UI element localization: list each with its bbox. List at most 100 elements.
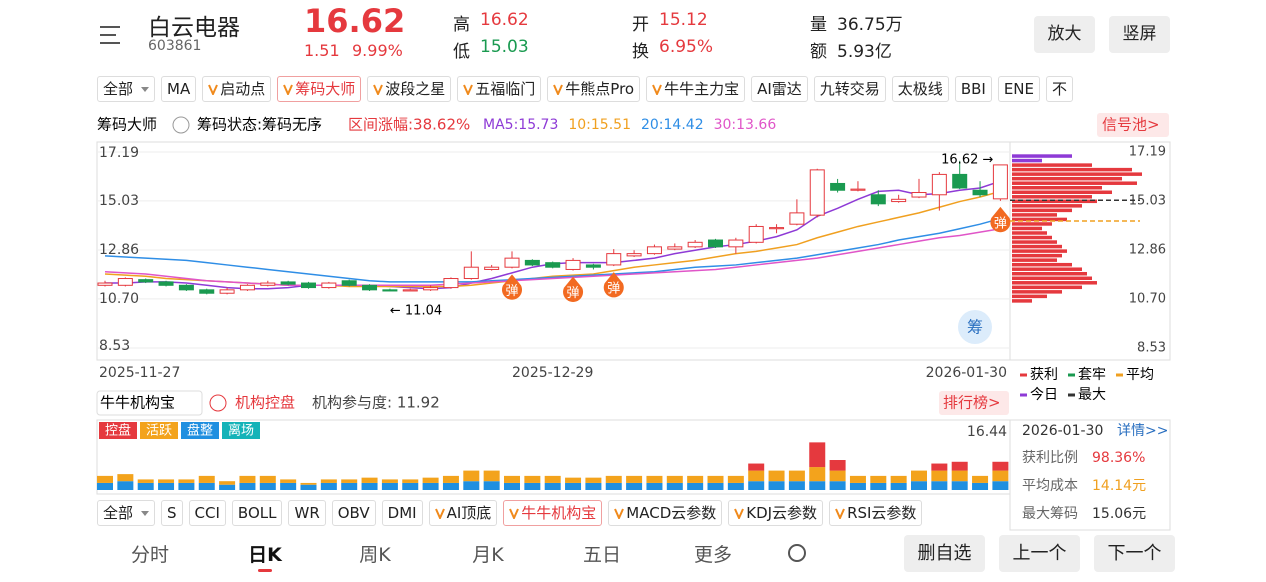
chip-button-label: 筹 xyxy=(967,318,983,337)
signal-label: 弹 xyxy=(994,216,1007,231)
tab[interactable]: CCI xyxy=(188,500,226,526)
chip-tick-label: 10.70 xyxy=(1129,291,1166,306)
nav-tab[interactable]: 分时 xyxy=(130,544,169,566)
tab-label: 全部 xyxy=(103,80,134,98)
chip-bar xyxy=(1012,267,1082,271)
candle-body xyxy=(626,253,642,257)
vip-icon xyxy=(734,508,745,519)
candle-body xyxy=(708,239,723,248)
volume-segment xyxy=(97,482,113,490)
candle-body xyxy=(585,264,601,268)
tab[interactable]: MA xyxy=(161,76,197,102)
signal-marker xyxy=(603,272,624,298)
header-button[interactable]: 竖屏 xyxy=(1109,16,1170,53)
chip-bar xyxy=(1012,181,1137,185)
tab[interactable]: WR xyxy=(288,500,326,526)
volume-segment xyxy=(300,482,317,485)
stat-value: 36.75万 xyxy=(837,15,903,35)
y-tick-label: 12.86 xyxy=(99,242,139,258)
volume-segment xyxy=(829,481,846,490)
volume-segment xyxy=(239,482,256,490)
chip-bar xyxy=(1012,299,1032,303)
nav-button[interactable]: 下一个 xyxy=(1094,535,1175,572)
chip-bar xyxy=(1012,158,1042,163)
volume-segment xyxy=(504,475,520,483)
volume-segment xyxy=(524,475,541,483)
tab[interactable]: 筹码大师 xyxy=(277,76,362,102)
tab-label: KDJ云参数 xyxy=(746,504,818,522)
vip-icon xyxy=(614,508,625,519)
volume-segment xyxy=(320,479,337,483)
candle-body xyxy=(239,284,255,291)
chip-bar xyxy=(1012,195,1092,199)
tab[interactable]: ENE xyxy=(997,76,1041,102)
chart-title: 筹码大师 xyxy=(97,116,157,134)
tab[interactable]: 太极线 xyxy=(891,76,949,102)
header-button[interactable]: 放大 xyxy=(1034,16,1095,53)
tab[interactable]: S xyxy=(161,500,183,526)
tab[interactable]: KDJ云参数 xyxy=(728,500,824,526)
nav-tab[interactable]: 周K xyxy=(359,544,391,566)
stat-label: 低 xyxy=(453,42,470,62)
nav-button[interactable]: 删自选 xyxy=(904,535,985,572)
tab[interactable]: RSI云参数 xyxy=(829,500,923,526)
help-icon xyxy=(209,394,227,412)
tab[interactable]: 五福临门 xyxy=(457,76,542,102)
tab[interactable]: 九转交易 xyxy=(813,76,886,102)
chip-bar xyxy=(1012,249,1067,253)
nav-tab[interactable]: 月K xyxy=(472,544,504,566)
tab[interactable]: 牛牛机构宝 xyxy=(503,500,603,526)
tab[interactable]: 波段之星 xyxy=(367,76,452,102)
tab[interactable]: DMI xyxy=(381,500,423,526)
chip-bar xyxy=(1012,281,1097,285)
tab[interactable]: 全部 xyxy=(97,500,156,526)
volume-segment xyxy=(748,470,765,482)
candle-body xyxy=(992,164,1008,200)
ranking-bg xyxy=(939,391,1009,415)
nav-tab[interactable]: 更多 xyxy=(693,544,732,566)
tab[interactable]: OBV xyxy=(331,500,376,526)
x-tick-label: 2026-01-30 xyxy=(926,365,1007,381)
change-pct: 9.99% xyxy=(352,41,403,60)
volume-segment xyxy=(219,484,236,490)
chip-bar xyxy=(1012,190,1112,195)
tab[interactable]: 牛牛主力宝 xyxy=(646,76,746,102)
chip-bar xyxy=(1012,208,1072,213)
nav-tab[interactable]: 五日 xyxy=(582,544,621,566)
chip-bar xyxy=(1012,163,1092,167)
volume-segment xyxy=(158,479,175,483)
volume-segment xyxy=(178,479,195,483)
volume-segment xyxy=(849,482,866,490)
y-tick-label: 15.03 xyxy=(99,193,139,209)
candle-body xyxy=(748,225,764,243)
nav-button[interactable]: 上一个 xyxy=(999,535,1080,572)
candle-body xyxy=(463,266,479,280)
tab[interactable]: BOLL xyxy=(231,500,283,526)
tab[interactable]: 不 xyxy=(1046,76,1074,102)
volume-segment xyxy=(748,463,765,471)
candle-body xyxy=(402,289,418,292)
volume-segment xyxy=(605,482,622,490)
tab[interactable]: 牛熊点Pro xyxy=(547,76,641,102)
tab[interactable]: MACD云参数 xyxy=(608,500,723,526)
volume-segment xyxy=(565,482,582,490)
candle-body xyxy=(870,194,886,205)
tab[interactable]: AI雷达 xyxy=(751,76,808,102)
low-annotation: ← 11.04 xyxy=(390,304,442,319)
vip-icon xyxy=(373,84,384,95)
nav-tab[interactable]: 日K xyxy=(248,544,282,566)
candle-body xyxy=(504,257,520,268)
volume-segment xyxy=(951,461,968,471)
menu-icon xyxy=(100,26,120,44)
tab[interactable]: AI顶底 xyxy=(428,500,498,526)
tab[interactable]: BBI xyxy=(954,76,992,102)
tab[interactable]: 启动点 xyxy=(202,76,272,102)
volume-segment xyxy=(707,475,724,483)
tab[interactable]: 全部 xyxy=(97,76,156,102)
candle-body xyxy=(646,246,662,255)
ma-line xyxy=(104,217,1001,283)
volume-segment xyxy=(341,479,358,483)
candle-body xyxy=(260,282,276,286)
chip-bar xyxy=(1012,271,1087,276)
volume-segment xyxy=(585,482,602,490)
